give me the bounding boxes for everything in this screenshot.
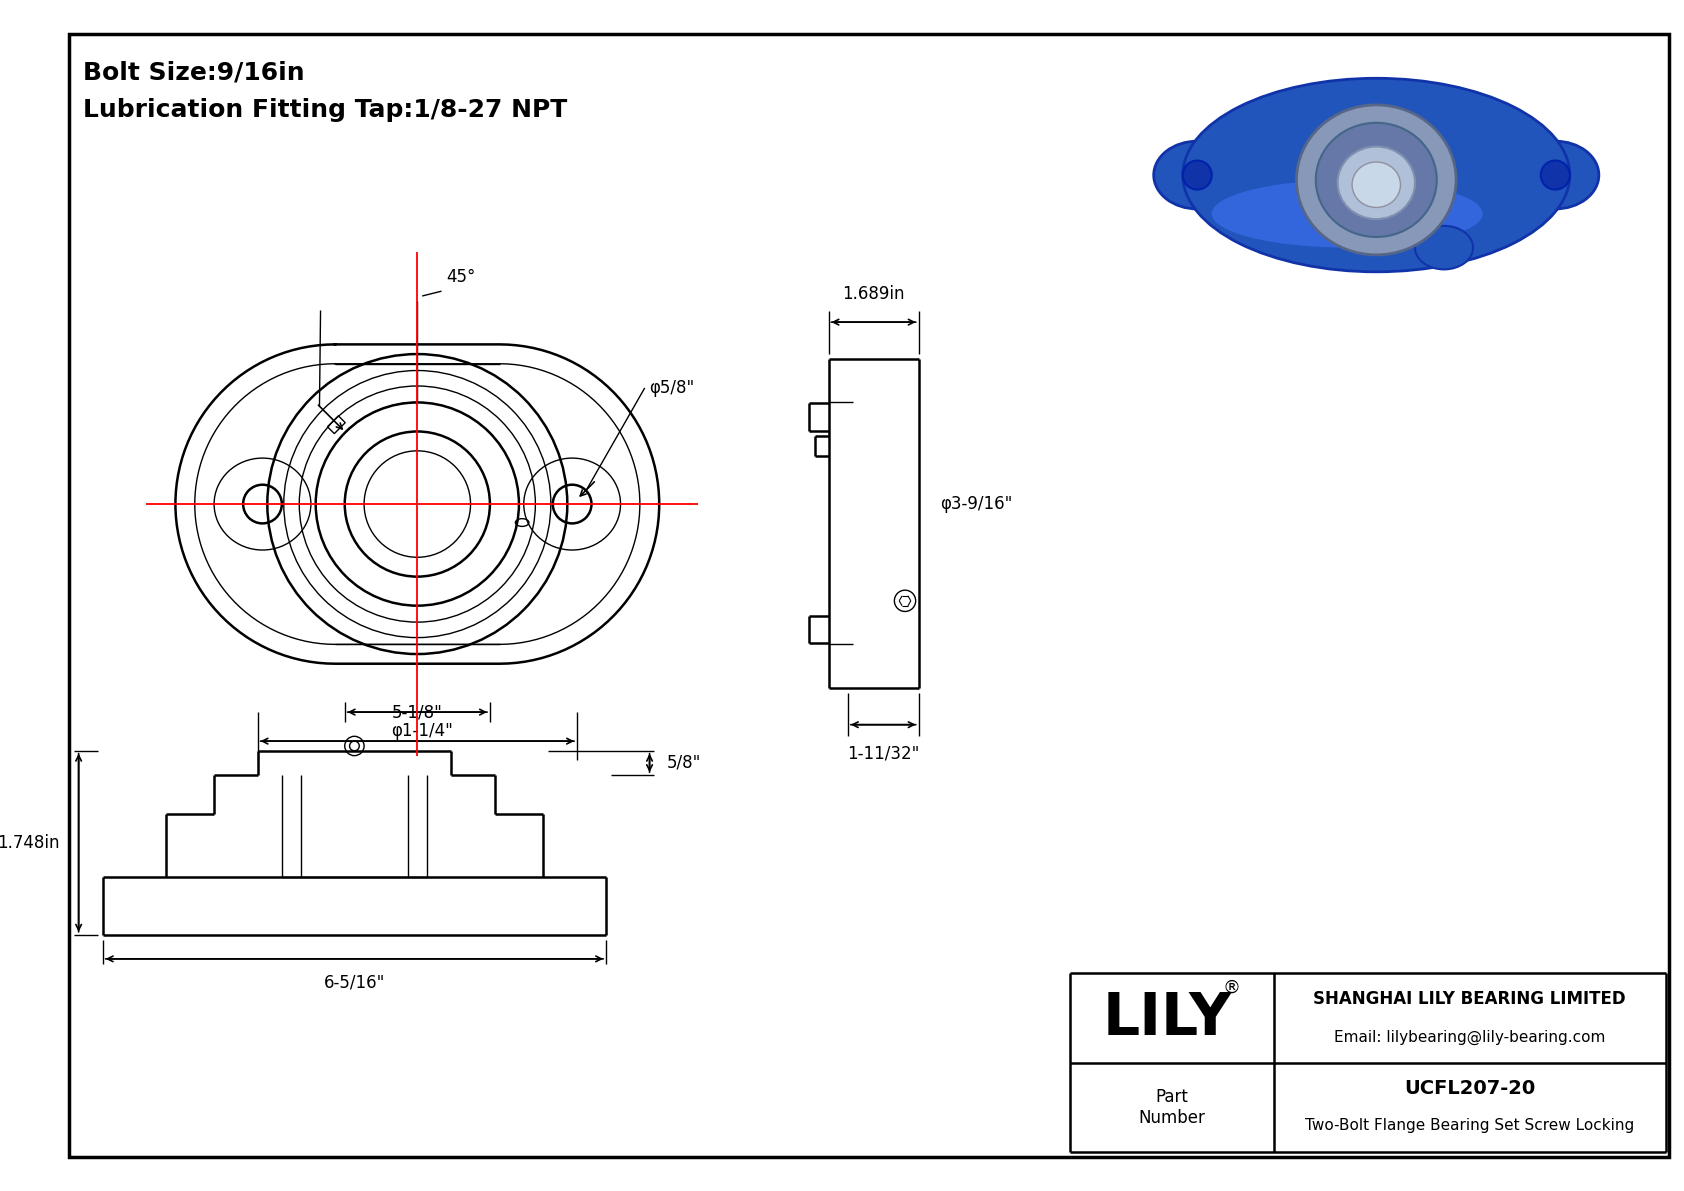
Text: 1-11/32": 1-11/32" [847, 744, 919, 762]
Circle shape [1182, 161, 1212, 189]
Ellipse shape [1154, 142, 1241, 208]
Text: 1.748in: 1.748in [0, 834, 59, 852]
Text: φ5/8": φ5/8" [650, 379, 695, 397]
Ellipse shape [1315, 123, 1436, 237]
Text: SHANGHAI LILY BEARING LIMITED: SHANGHAI LILY BEARING LIMITED [1314, 990, 1627, 1008]
Bar [1100, 39, 1654, 272]
Circle shape [1541, 161, 1569, 189]
Text: φ1-1/4": φ1-1/4" [391, 722, 453, 740]
Text: 5-1/8": 5-1/8" [392, 704, 443, 722]
Text: 5/8": 5/8" [667, 754, 701, 772]
Text: Part
Number: Part Number [1138, 1089, 1206, 1127]
Text: LILY: LILY [1103, 990, 1233, 1047]
Ellipse shape [1415, 226, 1474, 269]
Text: Two-Bolt Flange Bearing Set Screw Locking: Two-Bolt Flange Bearing Set Screw Lockin… [1305, 1117, 1633, 1133]
Text: ®: ® [1223, 979, 1241, 997]
Text: Email: lilybearing@lily-bearing.com: Email: lilybearing@lily-bearing.com [1334, 1030, 1605, 1045]
Text: Bolt Size:9/16in: Bolt Size:9/16in [84, 61, 305, 85]
Text: UCFL207-20: UCFL207-20 [1404, 1079, 1536, 1098]
Text: φ3-9/16": φ3-9/16" [940, 495, 1012, 513]
Ellipse shape [1212, 180, 1482, 248]
Text: 1.689in: 1.689in [842, 285, 904, 303]
Ellipse shape [1352, 162, 1401, 207]
Ellipse shape [1512, 142, 1598, 208]
Ellipse shape [1337, 146, 1415, 219]
Text: Lubrication Fitting Tap:1/8-27 NPT: Lubrication Fitting Tap:1/8-27 NPT [84, 98, 568, 121]
Text: 45°: 45° [446, 268, 475, 286]
Bar [327, 416, 345, 434]
Text: 6-5/16": 6-5/16" [323, 973, 386, 991]
Ellipse shape [1182, 79, 1569, 272]
Ellipse shape [1297, 105, 1457, 255]
